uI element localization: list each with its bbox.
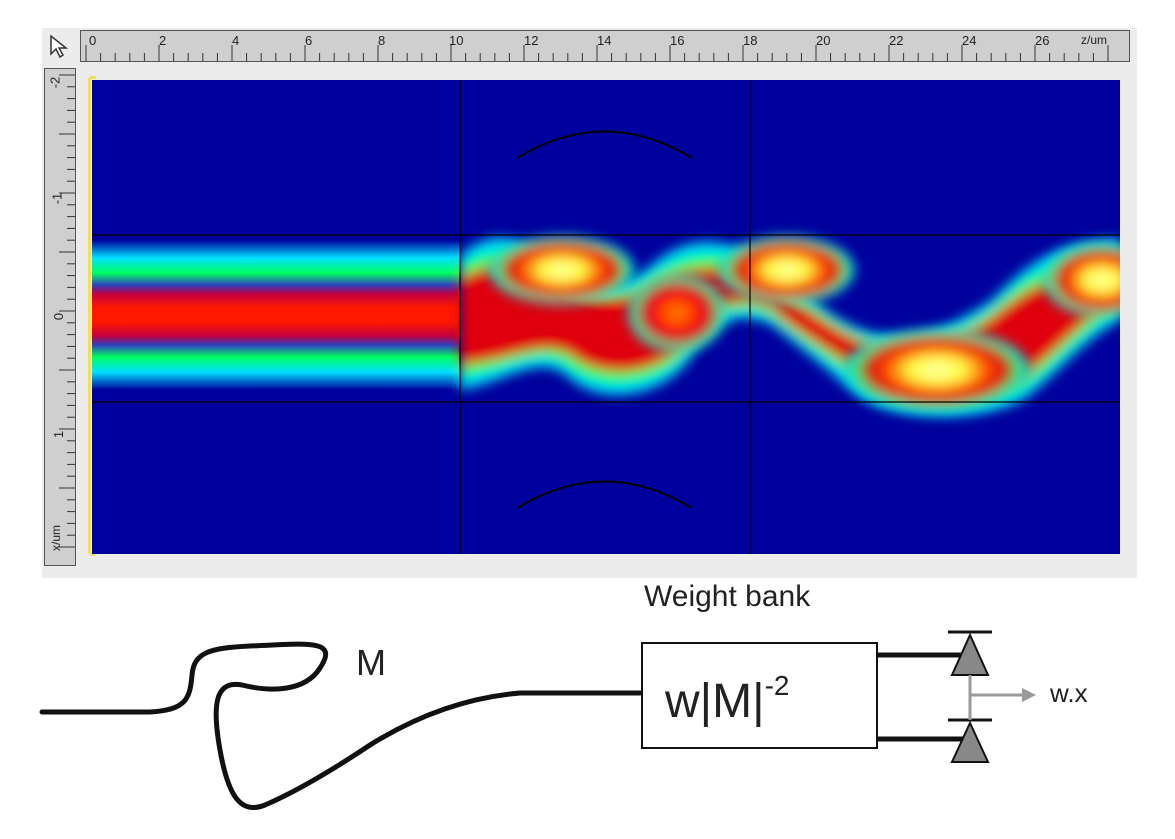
- fiber-label: M: [356, 642, 386, 683]
- x-tick-label: -2: [47, 76, 63, 89]
- z-tick-label: 26: [1035, 33, 1050, 48]
- z-tick-label: 2: [159, 33, 167, 48]
- z-tick-label: 6: [305, 33, 313, 48]
- waveguide-outlines: [92, 80, 1120, 554]
- output-label: w.x: [1050, 678, 1088, 708]
- z-tick-label: 8: [378, 33, 386, 48]
- weight-box: [641, 642, 878, 749]
- weight-bank-label: Weight bank: [644, 580, 811, 613]
- simulation-window: 0 2 4 6 8 10 12 14 16 18 20 22 24 26 z/u…: [42, 28, 1137, 578]
- pointer-arrow-icon[interactable]: [46, 32, 74, 60]
- multimode-fiber: [39, 641, 643, 810]
- z-tick-label: 18: [743, 33, 758, 48]
- z-tick-label: 20: [816, 33, 831, 48]
- z-axis-ruler: 0 2 4 6 8 10 12 14 16 18 20 22 24 26 z/u…: [80, 30, 1130, 62]
- z-tick-label: 16: [670, 33, 685, 48]
- x-unit-label: x/um: [49, 524, 64, 552]
- field-hotspots: [487, 235, 1120, 412]
- z-tick-label: 22: [889, 33, 904, 48]
- x-tick-label: 0: [51, 312, 67, 321]
- input-waveguide-field: [92, 240, 460, 390]
- x-axis-ruler: -2 -1 0 1 x/um: [44, 68, 76, 566]
- box-formula: w|M|-2: [665, 670, 790, 729]
- box-formula-main: w|M|: [665, 675, 765, 728]
- z-tick-label: 0: [89, 33, 97, 48]
- z-tick-label: 4: [232, 33, 240, 48]
- lower-arc: [516, 480, 693, 509]
- selection-bracket: [88, 76, 96, 556]
- z-tick-label: 14: [597, 33, 612, 48]
- upper-arc: [516, 130, 693, 159]
- z-unit-label: z/um: [1081, 33, 1108, 47]
- x-tick-label: 1: [51, 430, 67, 439]
- field-intensity-plot: [92, 80, 1120, 554]
- weight-bank-diagram: Weight bank M w|M|-2 w.x: [0, 580, 1175, 839]
- z-tick-label: 10: [449, 33, 464, 48]
- z-tick-label: 12: [524, 33, 539, 48]
- z-tick-label: 24: [962, 33, 977, 48]
- x-tick-label: -1: [49, 192, 65, 205]
- box-formula-exponent: -2: [764, 670, 790, 701]
- arrow-head-icon: [1022, 688, 1036, 702]
